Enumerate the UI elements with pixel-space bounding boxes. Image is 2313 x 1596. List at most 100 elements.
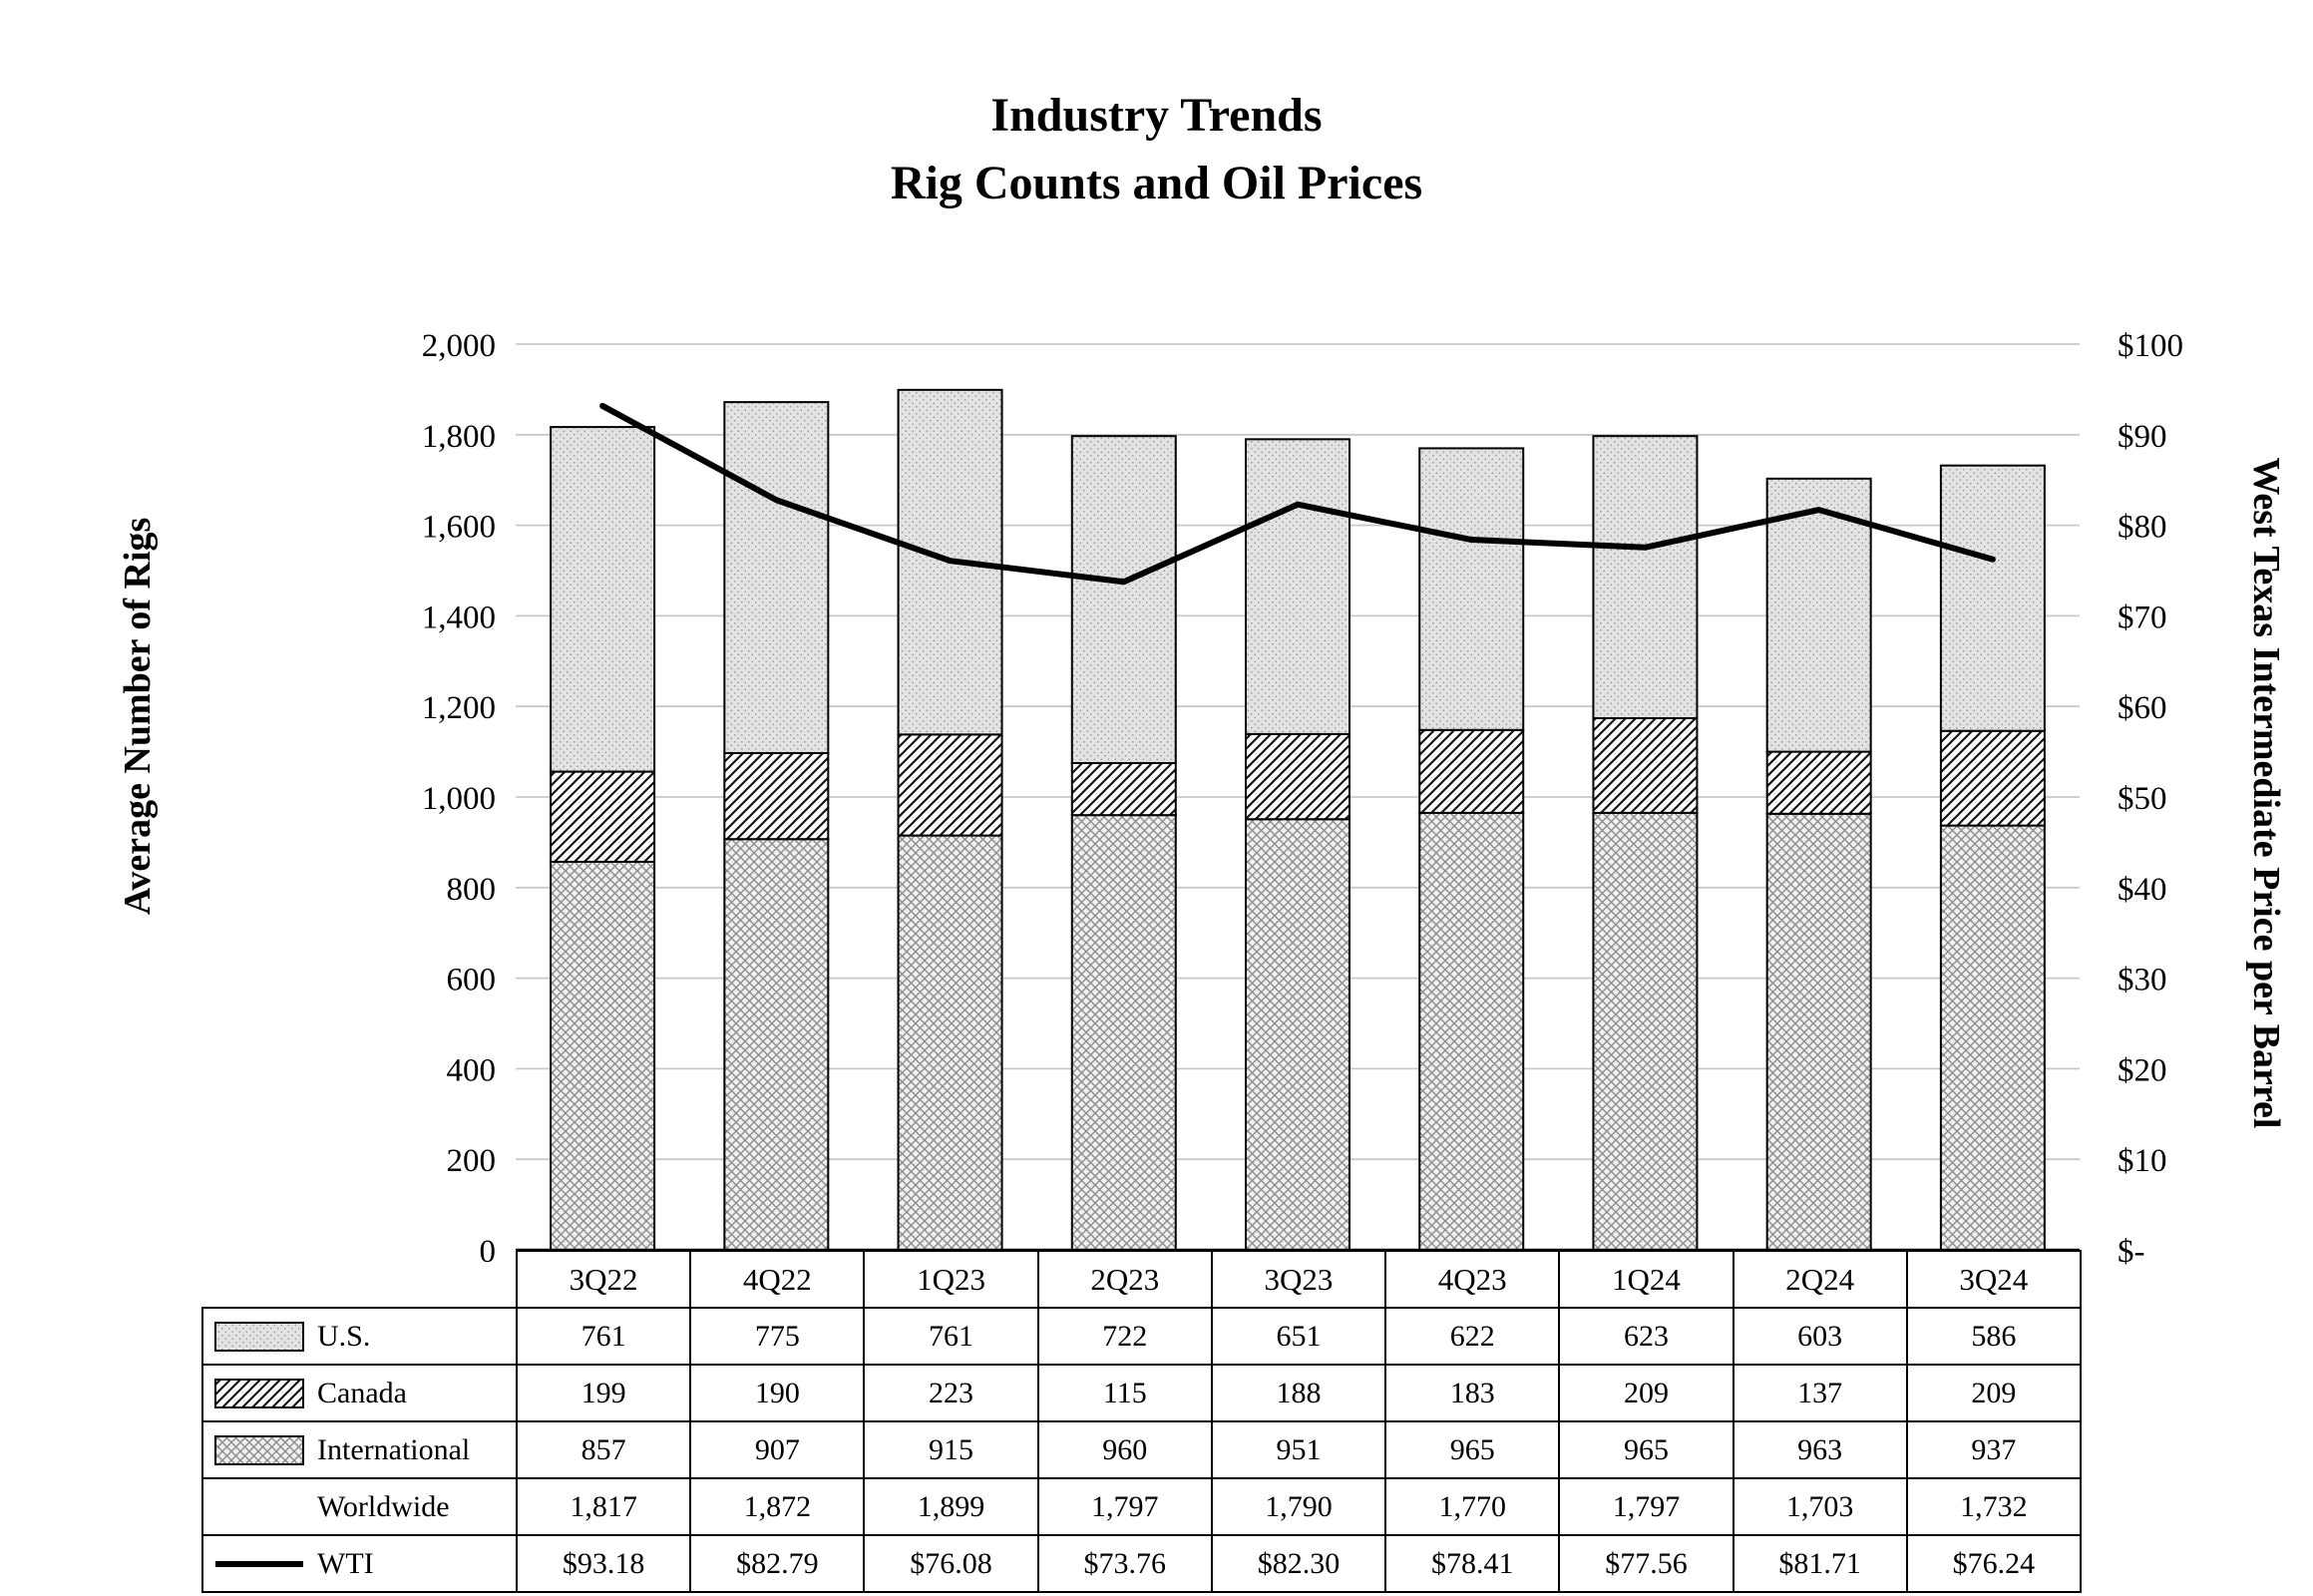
table-value-cell: 1,899 bbox=[863, 1477, 1039, 1536]
left-axis-tick-label: 2,000 bbox=[422, 328, 496, 364]
chart-title: Industry Trends Rig Counts and Oil Price… bbox=[0, 82, 2313, 217]
table-value-cell: 1,703 bbox=[1732, 1477, 1908, 1536]
row-label: Canada bbox=[317, 1376, 407, 1409]
left-axis-tick-label: 1,000 bbox=[422, 781, 496, 817]
bar-segment-canada-4Q22 bbox=[723, 751, 830, 841]
bar-segment-international-3Q22 bbox=[550, 860, 656, 1251]
table-value-cell: 1,817 bbox=[516, 1477, 692, 1536]
legend-swatch-spacer bbox=[213, 1490, 305, 1524]
table-value-cell: 586 bbox=[1905, 1307, 2082, 1366]
table-value-cell: $81.71 bbox=[1732, 1534, 1908, 1593]
row-label: Worldwide bbox=[317, 1489, 450, 1523]
table-value-cell: 137 bbox=[1732, 1364, 1908, 1422]
table-value-cell: 190 bbox=[689, 1364, 866, 1422]
right-axis-tick-label: $40 bbox=[2118, 872, 2167, 908]
row-label: WTI bbox=[317, 1546, 374, 1580]
bar-segment-us-3Q22 bbox=[550, 426, 656, 773]
table-value-cell: 603 bbox=[1732, 1307, 1908, 1366]
quarter-header-cell: 3Q24 bbox=[1905, 1250, 2082, 1309]
bar-segment-international-3Q24 bbox=[1939, 824, 2046, 1251]
bar-segment-canada-4Q23 bbox=[1418, 728, 1525, 814]
table-value-cell: 907 bbox=[689, 1420, 866, 1479]
table-value-cell: 960 bbox=[1036, 1420, 1213, 1479]
international-legend-swatch-icon bbox=[214, 1434, 304, 1465]
bar-segment-canada-1Q23 bbox=[897, 733, 1003, 837]
table-value-cell: 623 bbox=[1558, 1307, 1735, 1366]
left-axis-tick-label: 400 bbox=[447, 1052, 497, 1088]
wti-price-line bbox=[599, 402, 1996, 586]
row-label: International bbox=[317, 1432, 471, 1466]
table-value-cell: 183 bbox=[1384, 1364, 1561, 1422]
table-value-cell: 115 bbox=[1036, 1364, 1213, 1422]
bar-segment-canada-3Q24 bbox=[1939, 729, 2046, 827]
row-label: U.S. bbox=[317, 1319, 371, 1353]
bar-segment-canada-1Q24 bbox=[1592, 717, 1699, 814]
bar-segment-us-4Q22 bbox=[723, 401, 830, 754]
table-value-cell: 223 bbox=[863, 1364, 1039, 1422]
left-axis-tick-label: 1,600 bbox=[422, 510, 496, 546]
table-value-cell: 722 bbox=[1036, 1307, 1213, 1366]
bar-segment-us-1Q24 bbox=[1592, 435, 1699, 720]
bar-segment-international-3Q23 bbox=[1245, 818, 1350, 1251]
quarter-header-cell: 4Q23 bbox=[1384, 1250, 1561, 1309]
table-value-cell: 775 bbox=[689, 1307, 866, 1366]
table-value-cell: 1,770 bbox=[1384, 1477, 1561, 1536]
table-value-cell: 761 bbox=[863, 1307, 1039, 1366]
quarter-header-cell: 1Q24 bbox=[1558, 1250, 1735, 1309]
wti-line-swatch-icon bbox=[215, 1560, 303, 1567]
table-value-cell: 761 bbox=[516, 1307, 692, 1366]
right-axis-tick-label: $10 bbox=[2118, 1143, 2167, 1179]
right-axis-tick-label: $100 bbox=[2118, 328, 2183, 364]
table-value-cell: $77.56 bbox=[1558, 1534, 1735, 1593]
row-label-cell: Canada bbox=[201, 1364, 518, 1422]
row-label-cell: WTI bbox=[201, 1534, 518, 1593]
bar-segment-international-1Q24 bbox=[1592, 811, 1699, 1251]
table-value-cell: $76.24 bbox=[1905, 1534, 2082, 1593]
left-axis-tick-label: 200 bbox=[447, 1143, 497, 1179]
table-value-cell: 965 bbox=[1558, 1420, 1735, 1479]
table-value-cell: 951 bbox=[1210, 1420, 1387, 1479]
right-axis-tick-label: $- bbox=[2118, 1234, 2145, 1270]
chart-title-line-1: Industry Trends bbox=[990, 89, 1323, 142]
table-value-cell: $76.08 bbox=[863, 1534, 1039, 1593]
table-value-cell: 857 bbox=[516, 1420, 692, 1479]
right-axis-tick-label: $90 bbox=[2118, 419, 2167, 455]
table-value-cell: $73.76 bbox=[1036, 1534, 1213, 1593]
table-value-cell: 209 bbox=[1905, 1364, 2082, 1422]
left-axis-tick-label: 800 bbox=[447, 872, 497, 908]
right-axis-tick-label: $50 bbox=[2118, 781, 2167, 817]
table-value-cell: $82.79 bbox=[689, 1534, 866, 1593]
bar-segment-international-4Q22 bbox=[723, 838, 830, 1251]
left-axis-tick-label: 0 bbox=[480, 1234, 497, 1270]
bar-segment-us-3Q23 bbox=[1245, 438, 1350, 735]
table-value-cell: 622 bbox=[1384, 1307, 1561, 1366]
table-value-cell: 963 bbox=[1732, 1420, 1908, 1479]
table-value-cell: 1,797 bbox=[1558, 1477, 1735, 1536]
bar-segment-us-2Q23 bbox=[1070, 435, 1177, 764]
right-axis-tick-label: $30 bbox=[2118, 963, 2167, 998]
right-axis-tick-label: $60 bbox=[2118, 690, 2167, 726]
table-value-cell: 209 bbox=[1558, 1364, 1735, 1422]
left-axis-tick-label: 1,800 bbox=[422, 419, 496, 455]
right-axis-tick-label: $80 bbox=[2118, 510, 2167, 546]
left-axis-tick-label: 1,400 bbox=[422, 599, 496, 635]
left-axis-tick-label: 1,200 bbox=[422, 690, 496, 726]
quarter-header-cell: 2Q24 bbox=[1732, 1250, 1908, 1309]
bar-segment-canada-2Q23 bbox=[1070, 761, 1177, 817]
quarter-header-cell: 2Q23 bbox=[1036, 1250, 1213, 1309]
table-value-cell: 937 bbox=[1905, 1420, 2082, 1479]
row-label-cell: Worldwide bbox=[201, 1477, 518, 1536]
table-value-cell: 651 bbox=[1210, 1307, 1387, 1366]
us-legend-swatch-icon bbox=[214, 1321, 304, 1352]
quarter-header-cell: 3Q23 bbox=[1210, 1250, 1387, 1309]
table-value-cell: 1,872 bbox=[689, 1477, 866, 1536]
table-value-cell: 188 bbox=[1210, 1364, 1387, 1422]
right-axis-tick-label: $70 bbox=[2118, 599, 2167, 635]
table-value-cell: $93.18 bbox=[516, 1534, 692, 1593]
left-axis-tick-label: 600 bbox=[447, 963, 497, 998]
table-value-cell: $82.30 bbox=[1210, 1534, 1387, 1593]
right-axis-tick-label: $20 bbox=[2118, 1052, 2167, 1088]
